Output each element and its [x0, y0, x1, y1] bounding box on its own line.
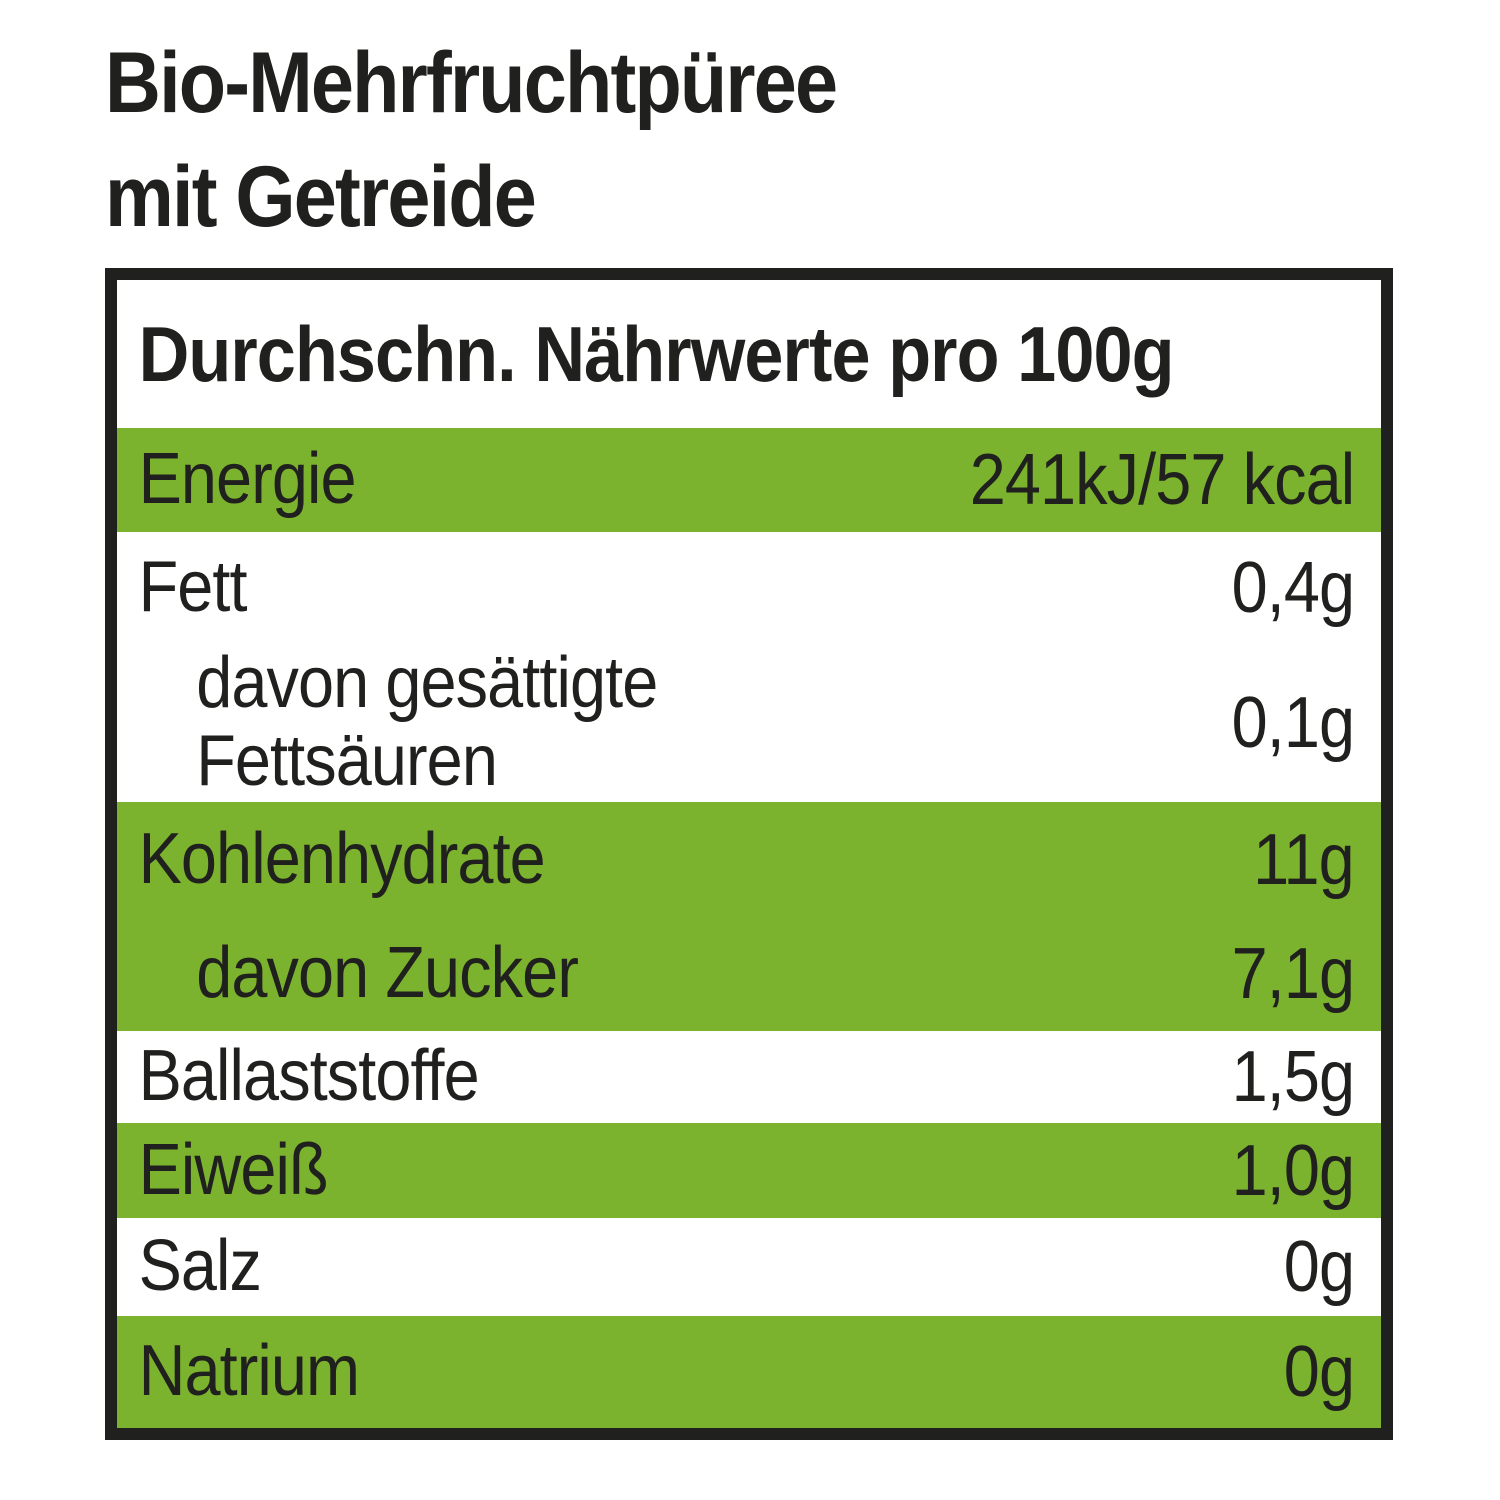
table-header-row: Durchschn. Nährwerte pro 100g: [117, 280, 1381, 428]
row-value: 11g: [1253, 819, 1355, 900]
table-header-label: Durchschn. Nährwerte pro 100g: [138, 309, 1175, 398]
nutrition-table: Durchschn. Nährwerte pro 100g Energie 24…: [105, 268, 1393, 1440]
row-label: Eiweiß: [138, 1129, 329, 1210]
row-label: Natrium: [138, 1331, 360, 1412]
row-value: 0,4g: [1231, 548, 1354, 628]
row-value: 1,0g: [1231, 1130, 1354, 1211]
table-row-energie: Energie 241kJ/57 kcal: [117, 428, 1381, 532]
row-label: Energie: [138, 439, 357, 520]
row-value: 1,5g: [1231, 1037, 1354, 1117]
row-value: 7,1g: [1231, 934, 1354, 1014]
row-label: davon gesättigte Fettsäuren: [196, 643, 658, 801]
table-row-ballaststoffe: Ballaststoffe 1,5g: [117, 1031, 1381, 1123]
table-row-zucker: davon Zucker 7,1g: [117, 917, 1381, 1031]
row-label: davon Zucker: [196, 933, 579, 1014]
product-title: Bio-Mehrfruchtpüree mit Getreide: [105, 26, 917, 254]
row-label: Salz: [138, 1226, 262, 1307]
row-label: Fett: [138, 547, 248, 628]
table-row-kohlenhydrate: Kohlenhydrate 11g: [117, 802, 1381, 917]
table-row-natrium: Natrium 0g: [117, 1316, 1381, 1428]
product-title-line1: Bio-Mehrfruchtpüree: [105, 35, 838, 131]
product-title-line2: mit Getreide: [105, 149, 537, 245]
table-row-fett: Fett 0,4g: [117, 532, 1381, 644]
table-row-eiweiss: Eiweiß 1,0g: [117, 1123, 1381, 1218]
row-label: Kohlenhydrate: [138, 818, 546, 899]
row-value: 0g: [1283, 1332, 1355, 1412]
row-value: 0g: [1283, 1227, 1355, 1307]
row-value: 0,1g: [1231, 683, 1354, 763]
table-row-gesaettigte-fettsaeuren: davon gesättigte Fettsäuren 0,1g: [117, 644, 1381, 802]
row-value: 241kJ/57 kcal: [969, 440, 1354, 520]
row-label: Ballaststoffe: [138, 1036, 480, 1117]
table-row-salz: Salz 0g: [117, 1218, 1381, 1316]
